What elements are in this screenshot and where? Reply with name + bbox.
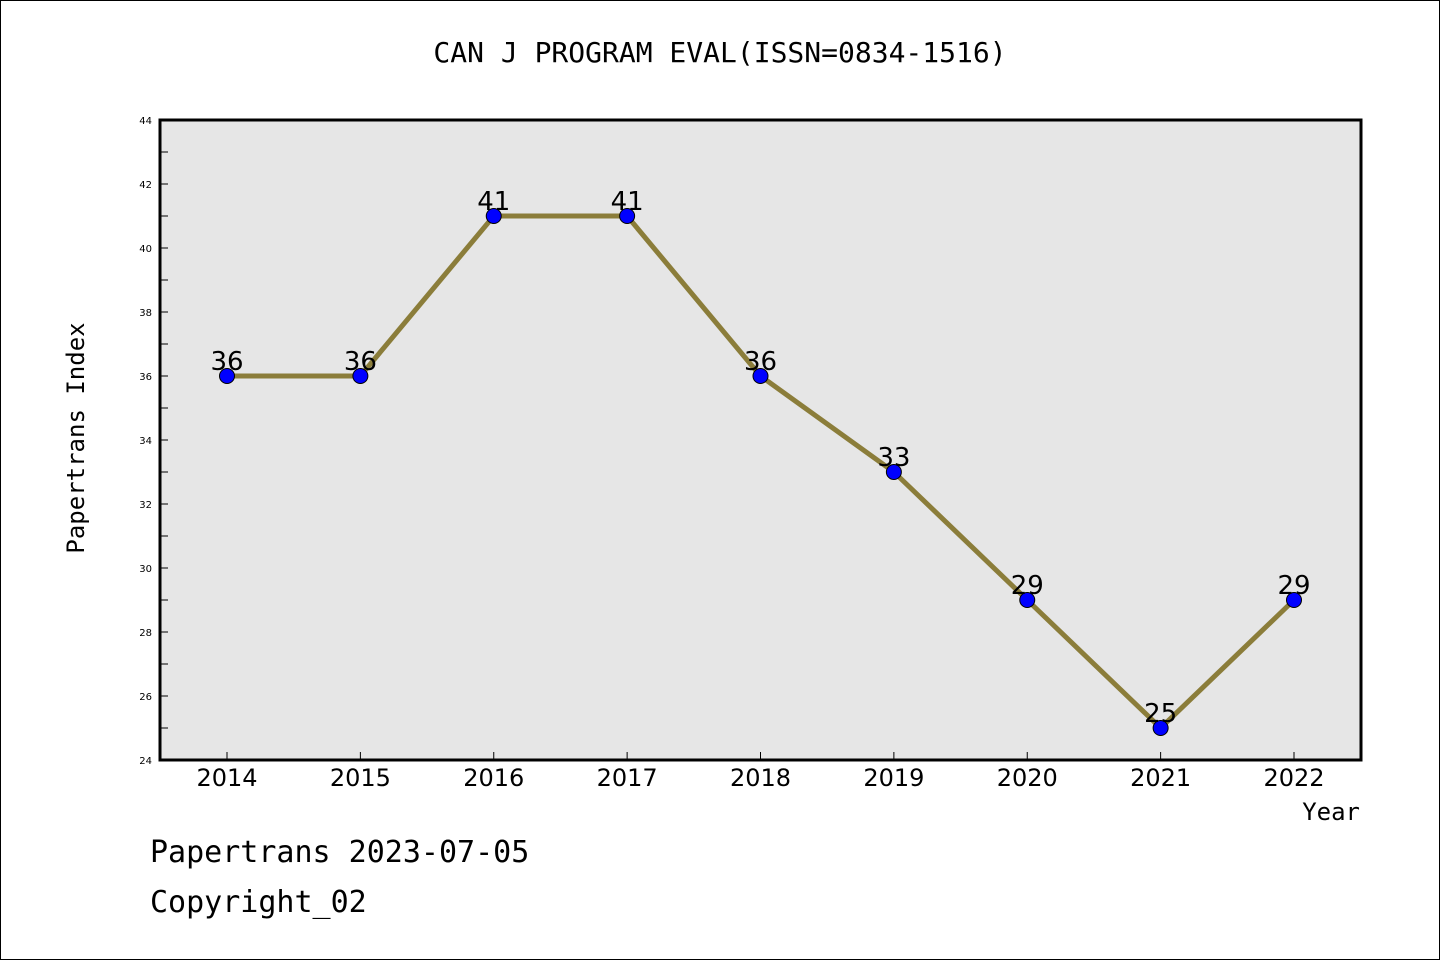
data-label: 33 <box>877 443 910 473</box>
y-tick-label: 34 <box>139 436 152 447</box>
data-label: 36 <box>744 347 777 377</box>
y-tick-label: 24 <box>139 756 152 767</box>
data-point <box>1019 592 1036 608</box>
x-axis-label: Year <box>1302 798 1360 826</box>
data-point <box>485 208 502 224</box>
x-tick-label: 2017 <box>597 764 658 792</box>
y-tick-label: 44 <box>139 116 152 127</box>
y-tick-label: 32 <box>139 500 152 511</box>
y-tick-label: 38 <box>139 308 152 319</box>
data-label: 41 <box>477 187 510 217</box>
data-label: 36 <box>210 347 243 377</box>
data-point <box>1152 720 1169 736</box>
x-tick-label: 2021 <box>1130 764 1191 792</box>
footer-copyright: Copyright_02 <box>150 885 367 920</box>
y-tick-label: 40 <box>139 244 152 255</box>
y-tick-label: 36 <box>139 372 152 383</box>
data-label: 41 <box>611 187 644 217</box>
y-axis-label: Papertrans Index <box>62 322 90 553</box>
data-point <box>219 368 235 384</box>
data-point <box>885 464 902 480</box>
data-label: 25 <box>1144 699 1177 729</box>
data-label: 29 <box>1011 571 1044 601</box>
x-tick-label: 2016 <box>463 764 524 792</box>
x-axis: 2014 2015 2016 2017 2018 2019 2020 2021 2022 <box>196 752 1325 792</box>
data-point <box>752 368 769 384</box>
chart-title: CAN J PROGRAM EVAL(ISSN=0834-1516) <box>433 36 1007 69</box>
y-tick-label: 30 <box>139 564 152 575</box>
plot-area <box>160 120 1361 760</box>
y-tick-label: 42 <box>139 180 152 191</box>
data-label: 36 <box>344 347 377 377</box>
plot-border <box>158 118 1363 762</box>
data-point <box>352 368 369 384</box>
x-tick-label: 2015 <box>330 764 391 792</box>
y-tick-label: 28 <box>139 628 152 639</box>
y-axis: 24 26 28 30 32 34 36 38 40 42 44 <box>139 116 168 767</box>
data-label: 29 <box>1277 571 1310 601</box>
x-tick-label: 2020 <box>997 764 1058 792</box>
y-tick-label: 26 <box>139 692 152 703</box>
data-point <box>1286 592 1302 608</box>
data-point <box>619 208 636 224</box>
x-tick-label: 2014 <box>196 764 257 792</box>
x-tick-label: 2022 <box>1263 764 1324 792</box>
data-markers <box>219 208 1302 736</box>
footer-date: Papertrans 2023-07-05 <box>150 835 530 870</box>
x-tick-label: 2019 <box>863 764 924 792</box>
x-tick-label: 2018 <box>730 764 791 792</box>
data-labels: 36 36 41 41 36 33 29 25 29 <box>210 187 1310 729</box>
